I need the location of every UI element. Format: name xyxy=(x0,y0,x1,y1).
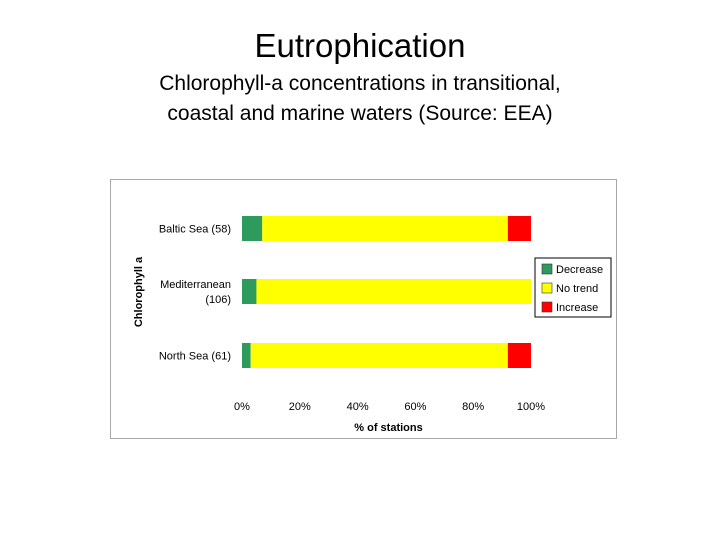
legend-swatch-increase xyxy=(541,301,553,313)
slide-subtitle: Chlorophyll-a concentrations in transiti… xyxy=(0,69,720,129)
subtitle-line-1: Chlorophyll-a concentrations in transiti… xyxy=(159,72,561,95)
legend-label: Decrease xyxy=(556,264,603,276)
x-axis-label: % of stations xyxy=(354,422,422,434)
x-tick-label: 60% xyxy=(404,401,426,413)
bar-segment-increase-2 xyxy=(507,343,531,368)
bar-segment-increase-0 xyxy=(507,216,531,241)
category-label: Baltic Sea (58) xyxy=(159,224,231,236)
category-label: Mediterranean xyxy=(160,279,231,291)
legend-label: No trend xyxy=(556,283,598,295)
slide-title: Eutrophication xyxy=(254,27,466,64)
bar-segment-decrease-1 xyxy=(242,279,257,304)
x-tick-label: 80% xyxy=(462,401,484,413)
x-tick-label: 20% xyxy=(289,401,311,413)
category-label: (106) xyxy=(205,294,231,306)
bar-segment-decrease-0 xyxy=(242,216,263,241)
x-tick-label: 0% xyxy=(234,401,250,413)
bar-segment-no-trend-2 xyxy=(250,343,508,368)
x-tick-label: 100% xyxy=(517,401,545,413)
subtitle-line-2: coastal and marine waters (Source: EEA) xyxy=(167,102,553,125)
legend-label: Increase xyxy=(556,302,598,314)
bar-segment-no-trend-0 xyxy=(262,216,508,241)
chart-frame: Baltic Sea (58) Mediterranean (106) North S… xyxy=(110,179,617,439)
category-label: North Sea (61) xyxy=(159,351,231,363)
bar-segment-decrease-2 xyxy=(242,343,251,368)
x-tick-label: 40% xyxy=(347,401,369,413)
legend-swatch-no-trend xyxy=(541,282,553,294)
y-axis-label: Chlorophyll a xyxy=(133,256,145,327)
legend-swatch-decrease xyxy=(541,263,553,275)
bar-segment-no-trend-1 xyxy=(256,279,531,304)
stacked-bar-chart: Baltic Sea (58) Mediterranean (106) North S… xyxy=(133,216,612,434)
